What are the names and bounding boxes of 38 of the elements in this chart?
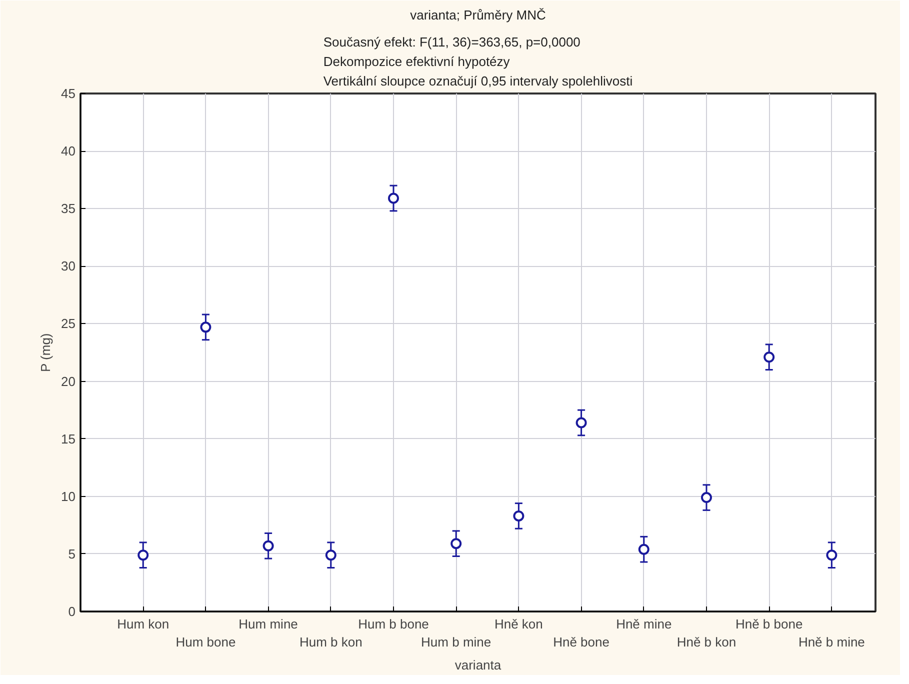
x-tick-label: Hum mine (238, 616, 298, 632)
point (388, 192, 399, 204)
y-tick-label: 45 (61, 86, 76, 101)
x-tick-label: Hum b bone (358, 616, 429, 632)
x-tick-label: Hum bone (176, 634, 236, 650)
point (513, 510, 524, 522)
point (325, 550, 336, 561)
y-tick-label: 30 (61, 258, 76, 274)
x-axis-title: varianta (454, 658, 502, 672)
point (826, 550, 838, 561)
y-tick-label: 25 (61, 316, 76, 332)
x-tick-label: Hně bone (553, 634, 610, 650)
chart-subtitle: Současný efekt: F(11, 36)=363,65, p=0,0000 Dekompozice efektivní hypotézy Vertikální sloupce označují 0,95 intervaly spolehlivosti (323, 34, 633, 88)
point (764, 352, 775, 363)
y-tick-label: 5 (68, 546, 76, 562)
y-tick-label: 0 (68, 604, 76, 619)
point (262, 540, 274, 552)
x-tick-label: Hně b mine (798, 634, 865, 650)
y-tick-label: 10 (61, 488, 76, 504)
x-tick-label: Hně b kon (676, 634, 736, 650)
y-tick-label: 15 (61, 431, 76, 446)
point (576, 417, 587, 428)
point (700, 492, 712, 504)
point (138, 550, 149, 561)
chart-title: varianta; Průměry MNČ (410, 8, 546, 22)
x-tick-label: Hně b bone (735, 616, 803, 632)
point (450, 538, 462, 550)
x-tick-label: Hum kon (117, 616, 170, 632)
x-tick-label: Hně mine (616, 616, 672, 632)
x-tick-label: Hum b mine (421, 634, 492, 650)
point (638, 544, 650, 555)
x-tick-label: Hně kon (494, 616, 543, 632)
x-tick-label: Hum b kon (299, 634, 362, 650)
point (200, 322, 212, 333)
y-tick-label: 40 (61, 144, 76, 159)
y-axis-title: P (mg) (38, 333, 54, 372)
y-tick-label: 35 (61, 201, 76, 216)
y-tick-label: 20 (61, 374, 76, 389)
